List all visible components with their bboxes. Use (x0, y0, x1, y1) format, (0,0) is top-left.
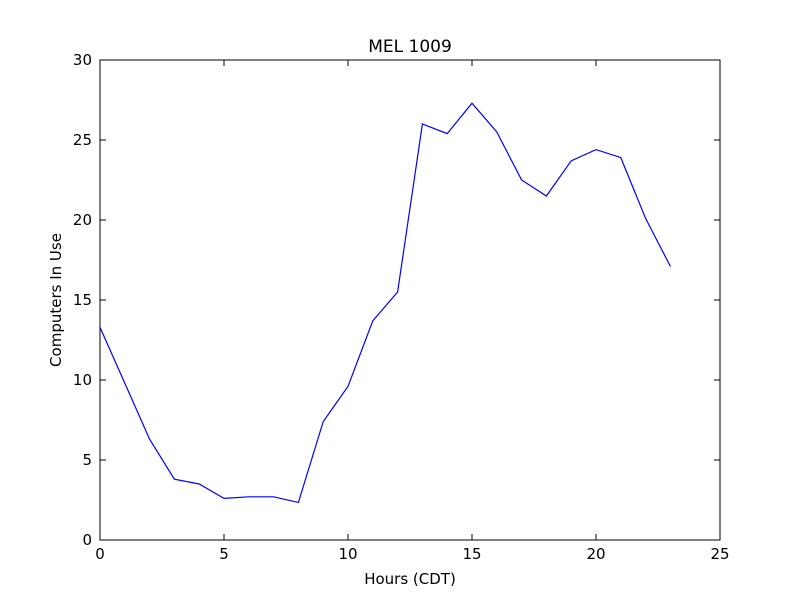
y-tick-label: 20 (73, 211, 92, 229)
x-tick-label: 20 (586, 545, 605, 563)
y-tick-label: 25 (73, 131, 92, 149)
x-tick-label: 25 (710, 545, 729, 563)
chart-title: MEL 1009 (368, 37, 452, 57)
y-tick-label: 30 (73, 51, 92, 69)
x-axis-label: Hours (CDT) (364, 570, 456, 588)
y-tick-label: 10 (73, 371, 92, 389)
series-line-0 (99, 102, 671, 504)
x-tick-label: 15 (462, 545, 481, 563)
y-tick-label: 15 (73, 291, 92, 309)
plot-frame (99, 59, 721, 541)
x-tick-label: 10 (338, 545, 357, 563)
y-axis-label: Computers In Use (47, 233, 65, 367)
axis-ticks: 0 5 10 15 20 25 0 5 10 15 20 25 30 (73, 51, 730, 563)
x-tick-label: 0 (95, 545, 105, 563)
series-group (99, 102, 671, 504)
x-tick-label: 5 (219, 545, 229, 563)
y-tick-label: 0 (82, 531, 92, 549)
y-tick-label: 5 (82, 451, 92, 469)
